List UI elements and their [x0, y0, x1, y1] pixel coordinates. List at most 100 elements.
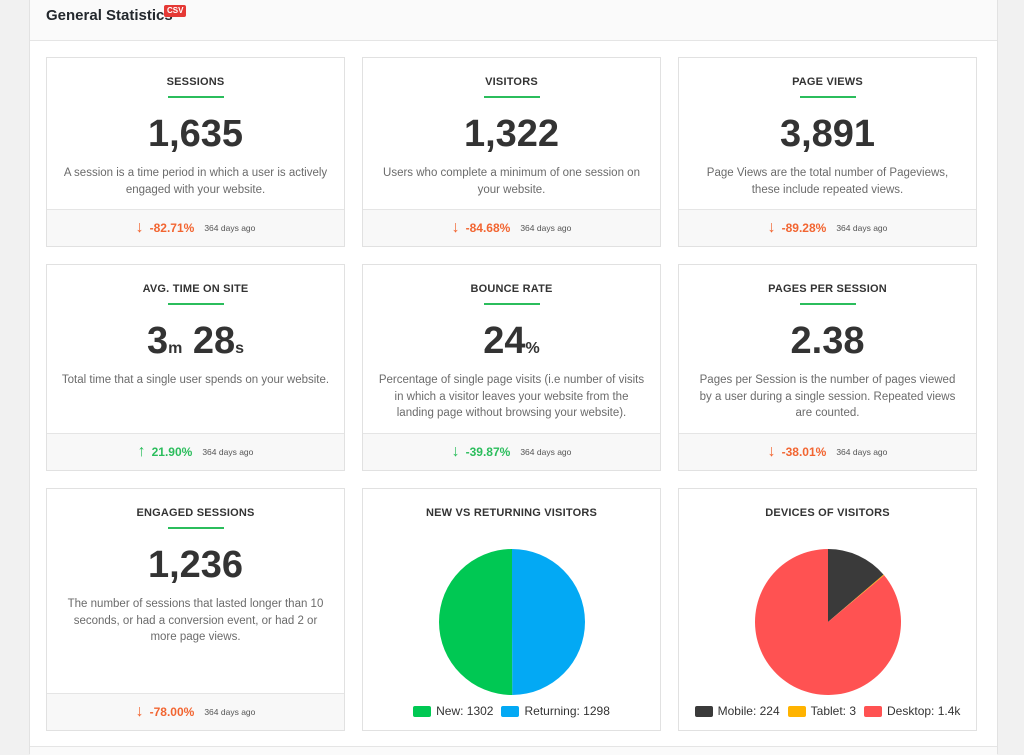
title-underline: [167, 527, 224, 529]
bounce-rate-value: 24: [483, 320, 526, 362]
seconds-value: 28: [192, 320, 236, 362]
arrow-down-icon: ↓: [451, 219, 460, 236]
legend-label: Desktop: 1.4k: [887, 704, 961, 718]
legend-swatch: [864, 705, 883, 717]
title-underline: [483, 303, 540, 305]
engaged-sessions-card: ENGAGED SESSIONS 1,236 The number of ses…: [46, 488, 345, 731]
change-value: -39.87%: [465, 445, 511, 459]
pie-slice-desktop[interactable]: [754, 549, 901, 695]
card-footer: ↓ -82.71% 364 days ago: [47, 209, 344, 246]
chart-title: DEVICES OF VISITORS: [765, 507, 890, 519]
card-title: ENGAGED SESSIONS: [136, 507, 255, 519]
pie-slice-mobile[interactable]: [827, 549, 884, 622]
panel-title: General Statistics: [46, 7, 173, 24]
change-indicator: ↓ -84.68%: [451, 219, 511, 236]
change-indicator: ↓ -82.71%: [135, 219, 195, 236]
comparison-period: 364 days ago: [836, 223, 888, 233]
seconds-unit: s: [235, 340, 245, 357]
arrow-down-icon: ↓: [135, 219, 144, 236]
legend-item-new[interactable]: New: 1302: [413, 704, 493, 718]
card-title: PAGES PER SESSION: [768, 283, 887, 295]
minutes-unit: m: [168, 340, 183, 357]
chart-title: NEW VS RETURNING VISITORS: [425, 507, 598, 519]
card-title: AVG. TIME ON SITE: [142, 283, 249, 295]
devices-of-visitors-card: DEVICES OF VISITORS Mobile: 224 Tablet: 3…: [678, 488, 977, 731]
metric-description: Pages per Session is the number of pages…: [699, 374, 956, 419]
legend-item-returning[interactable]: Returning: 1298: [501, 704, 610, 718]
new-vs-returning-pie-chart[interactable]: [437, 547, 587, 697]
pie-slice-new[interactable]: [438, 549, 512, 695]
title-underline: [799, 96, 856, 98]
metric-description: A session is a time period in which a us…: [63, 167, 328, 196]
card-footer: ↓ -39.87% 364 days ago: [363, 433, 660, 470]
metric-value: 3m 28s: [47, 320, 344, 363]
pie-slice-returning[interactable]: [511, 549, 585, 695]
panel-header: General Statistics CSV: [30, 0, 997, 41]
panel-footer-strip: [30, 746, 997, 755]
change-indicator: ↑ 21.90%: [138, 444, 193, 460]
pie-slice-tablet[interactable]: [827, 574, 884, 622]
change-value: -38.01%: [781, 445, 827, 459]
card-title: SESSIONS: [166, 76, 225, 88]
sessions-card: SESSIONS 1,635 A session is a time perio…: [46, 57, 345, 247]
minutes-value: 3: [146, 320, 169, 362]
change-indicator: ↓ -78.00%: [135, 703, 195, 720]
card-footer: ↓ -89.28% 364 days ago: [679, 209, 976, 246]
change-indicator: ↓ -39.87%: [451, 443, 511, 460]
csv-export-button[interactable]: CSV: [164, 5, 187, 17]
metric-value: 1,236: [147, 544, 244, 586]
legend-item-mobile[interactable]: Mobile: 224: [694, 704, 780, 718]
devices-pie-chart[interactable]: [753, 547, 903, 697]
title-underline: [799, 303, 856, 305]
change-value: -84.68%: [465, 221, 511, 235]
percent-unit: %: [525, 340, 540, 357]
card-footer: ↓ -38.01% 364 days ago: [679, 433, 976, 470]
metric-description: Page Views are the total number of Pagev…: [706, 167, 949, 196]
pages-per-session-card: PAGES PER SESSION 2.38 Pages per Session…: [678, 264, 977, 471]
legend-swatch: [413, 705, 432, 717]
change-value: 21.90%: [151, 445, 193, 459]
bounce-rate-card: BOUNCE RATE 24% Percentage of single pag…: [362, 264, 661, 471]
legend-label: Returning: 1298: [524, 704, 610, 718]
metric-description: Total time that a single user spends on …: [61, 374, 330, 386]
change-indicator: ↓ -89.28%: [767, 219, 827, 236]
legend-label: Tablet: 3: [810, 704, 857, 718]
title-underline: [167, 96, 224, 98]
comparison-period: 364 days ago: [204, 223, 256, 233]
legend-label: New: 1302: [436, 704, 494, 718]
comparison-period: 364 days ago: [204, 707, 256, 717]
metric-description: Users who complete a minimum of one sess…: [383, 167, 640, 196]
chart-legend: New: 1302 Returning: 1298: [363, 704, 660, 718]
legend-item-tablet[interactable]: Tablet: 3: [787, 704, 857, 718]
card-title: PAGE VIEWS: [792, 76, 863, 88]
title-underline: [483, 96, 540, 98]
metric-value: 1,322: [463, 113, 560, 155]
legend-swatch: [694, 705, 713, 717]
page-views-card: PAGE VIEWS 3,891 Page Views are the tota…: [678, 57, 977, 247]
arrow-down-icon: ↓: [767, 443, 776, 460]
metric-value: 24%: [363, 320, 660, 363]
comparison-period: 364 days ago: [836, 447, 888, 457]
chart-legend: Mobile: 224 Tablet: 3 Desktop: 1.4k: [679, 704, 976, 718]
change-indicator: ↓ -38.01%: [767, 443, 827, 460]
arrow-down-icon: ↓: [767, 219, 776, 236]
card-footer: ↑ 21.90% 364 days ago: [47, 433, 344, 470]
metric-value: 3,891: [779, 113, 876, 155]
legend-swatch: [501, 705, 520, 717]
visitors-card: VISITORS 1,322 Users who complete a mini…: [362, 57, 661, 247]
new-vs-returning-card: NEW VS RETURNING VISITORS New: 1302 Retur…: [362, 488, 661, 731]
title-underline: [167, 303, 224, 305]
legend-item-desktop[interactable]: Desktop: 1.4k: [864, 704, 960, 718]
legend-swatch: [787, 705, 806, 717]
change-value: -82.71%: [149, 221, 195, 235]
avg-time-on-site-card: AVG. TIME ON SITE 3m 28s Total time that…: [46, 264, 345, 471]
change-value: -89.28%: [781, 221, 827, 235]
card-footer: ↓ -78.00% 364 days ago: [47, 693, 344, 730]
arrow-down-icon: ↓: [451, 443, 460, 460]
comparison-period: 364 days ago: [520, 223, 572, 233]
card-title: BOUNCE RATE: [470, 283, 553, 295]
legend-label: Mobile: 224: [717, 704, 780, 718]
metric-value: 1,635: [147, 113, 244, 155]
card-title: VISITORS: [485, 76, 538, 88]
arrow-down-icon: ↓: [135, 703, 144, 720]
